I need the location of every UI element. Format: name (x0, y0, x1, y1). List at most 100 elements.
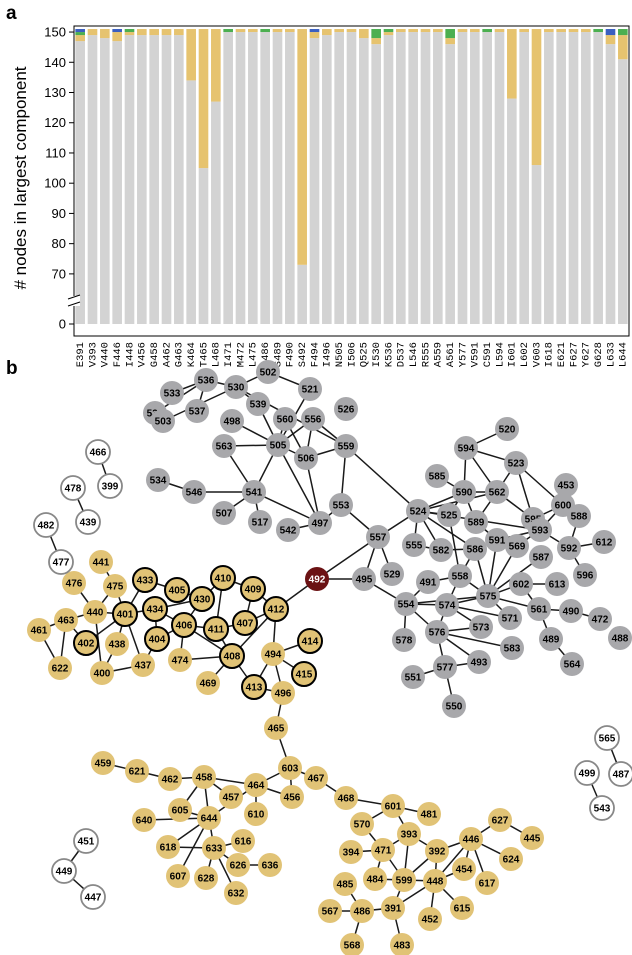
node-label: 415 (296, 670, 313, 681)
node-label: 523 (508, 459, 525, 470)
network-node: 576 (425, 620, 449, 644)
bar-segment (568, 29, 579, 33)
category-label: I506 (346, 342, 358, 367)
network-node: 599 (392, 868, 416, 892)
node-circle (75, 509, 101, 535)
node-label: 636 (262, 861, 279, 872)
bar-segment (260, 32, 270, 325)
network-node: 475 (103, 574, 127, 598)
network-node: 394 (339, 840, 363, 864)
node-circle (340, 933, 364, 955)
network-node: 585 (425, 464, 449, 488)
node-label: 493 (471, 658, 488, 669)
node-label: 628 (198, 874, 215, 885)
node-label: 446 (463, 835, 480, 846)
node-circle (168, 798, 192, 822)
bar-segment (112, 29, 122, 33)
node-label: 494 (265, 650, 282, 661)
network-node: 591 (485, 528, 509, 552)
node-circle (425, 839, 449, 863)
node-label: 464 (248, 781, 265, 792)
category-label: D537 (396, 342, 408, 367)
node-circle (334, 786, 358, 810)
node-circle (276, 518, 300, 542)
network-node: 539 (246, 392, 270, 416)
network-node: 537 (185, 399, 209, 423)
node-label: 601 (385, 802, 402, 813)
node-label: 626 (230, 861, 247, 872)
bar-segment (334, 32, 344, 325)
bar-segment (235, 32, 246, 325)
node-label: 525 (441, 511, 458, 522)
node-circle (231, 829, 255, 853)
node-label: 457 (223, 793, 240, 804)
node-circle (459, 827, 483, 851)
bar-segment (285, 29, 295, 33)
node-circle (588, 607, 612, 631)
category-label: V456 (137, 342, 149, 367)
node-label: 437 (135, 661, 152, 672)
y-tick-label: 0 (59, 317, 66, 332)
network-node: 458 (192, 765, 216, 789)
network-node: 570 (350, 812, 374, 836)
node-label: 557 (370, 533, 387, 544)
node-label: 461 (31, 626, 48, 637)
bar-segment (544, 29, 554, 33)
node-label: 591 (489, 536, 506, 547)
network-edge (345, 445, 419, 512)
bar-segment (186, 80, 196, 324)
node-label: 585 (429, 472, 446, 483)
category-label: A559 (433, 342, 445, 367)
network-node: 605 (168, 798, 192, 822)
node-circle (467, 650, 491, 674)
network-node: 607 (166, 864, 190, 888)
axis-break-mark (67, 294, 81, 300)
node-label: 499 (579, 769, 596, 780)
node-label: 448 (427, 877, 444, 888)
network-node: 573 (469, 615, 493, 639)
network-node: 415 (291, 661, 317, 687)
node-circle (505, 534, 529, 558)
node-circle (132, 808, 156, 832)
bar-segment (75, 32, 85, 36)
network-node: 534 (146, 468, 170, 492)
node-label: 562 (489, 488, 506, 499)
node-circle (304, 766, 328, 790)
node-label: 627 (492, 816, 509, 827)
network-node: 503 (151, 409, 175, 433)
network-node: 610 (244, 802, 268, 826)
node-circle (212, 501, 236, 525)
y-tick-label: 140 (44, 55, 66, 70)
node-circle (442, 694, 466, 718)
network-node: 491 (416, 570, 440, 594)
node-circle (425, 464, 449, 488)
network-node: 446 (459, 827, 483, 851)
node-label: 621 (129, 767, 146, 778)
node-circle (280, 785, 304, 809)
bar-segment (618, 59, 628, 324)
network-node: 502 (256, 360, 280, 384)
network-node: 568 (340, 933, 364, 955)
node-circle (142, 596, 168, 622)
bar-segment (75, 29, 85, 33)
node-label: 618 (160, 843, 177, 854)
node-label: 559 (338, 442, 355, 453)
node-label: 569 (509, 542, 526, 553)
network-node: 529 (380, 562, 404, 586)
category-label: Y627 (581, 342, 593, 367)
node-label: 546 (186, 488, 203, 499)
node-circle (158, 767, 182, 791)
node-label: 467 (308, 774, 325, 785)
network-edge (277, 444, 321, 524)
category-label: E621 (556, 342, 568, 367)
y-tick-label: 80 (52, 236, 66, 251)
node-label: 400 (94, 669, 111, 680)
node-label: 496 (275, 689, 292, 700)
network-node: 617 (475, 871, 499, 895)
network-node: 602 (509, 572, 533, 596)
bar-segment (433, 29, 443, 33)
category-label: L594 (494, 342, 506, 367)
network-node: 447 (80, 884, 106, 910)
node-label: 633 (206, 844, 223, 855)
category-label: E391 (75, 342, 87, 367)
